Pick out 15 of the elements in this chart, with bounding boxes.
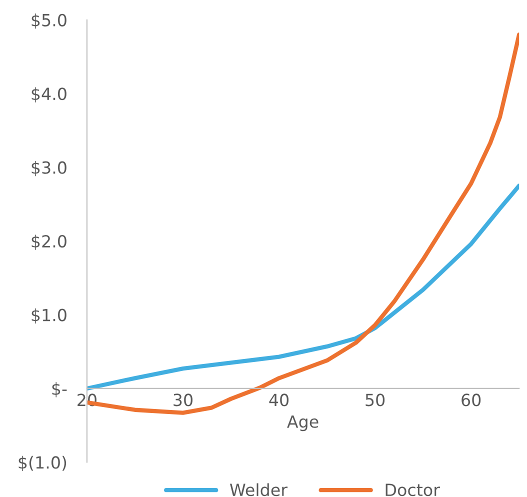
y-tick-label: $-	[52, 382, 67, 398]
x-tick-label: 60	[462, 394, 481, 406]
x-tick-label: 50	[366, 394, 385, 406]
legend-label: Welder	[230, 483, 288, 496]
x-axis-title: Age	[287, 416, 318, 432]
y-tick-label: $3.0	[32, 160, 66, 176]
y-tick-label: $(1.0)	[18, 456, 66, 471]
x-tick-label: 40	[269, 394, 289, 406]
y-tick-label: $4.0	[32, 87, 66, 102]
line-series	[86, 184, 520, 391]
y-tick-label: $5.0	[32, 14, 66, 29]
legend-label: Doctor	[386, 484, 440, 496]
y-tick-label: $1.0	[32, 308, 66, 324]
y-tick-label: $2.0	[32, 234, 66, 250]
x-tick-label: 30	[174, 394, 192, 406]
